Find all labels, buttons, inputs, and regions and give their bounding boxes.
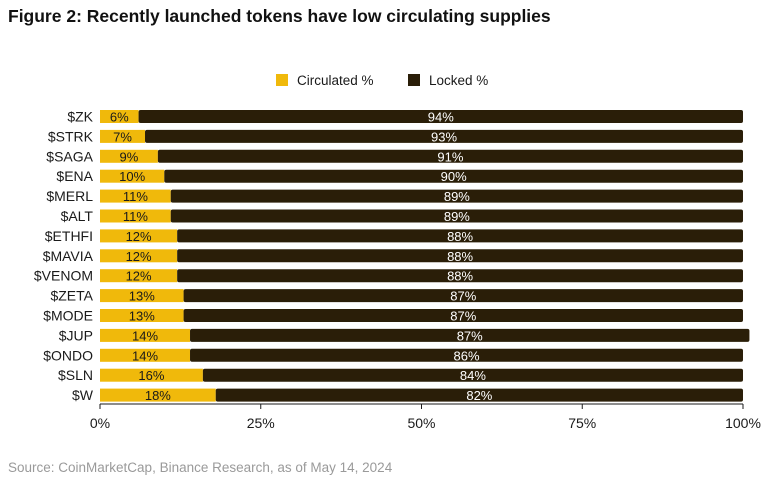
bar-locked [177,229,743,243]
data-label-locked: 94% [428,110,454,125]
data-label-locked: 87% [457,328,483,343]
data-label-circulated: 9% [120,149,139,164]
bar-locked [183,289,744,303]
bar-locked [177,269,743,283]
legend-circulated-label: Circulated % [297,73,374,88]
bar-circulated [100,229,178,243]
legend-locked-swatch [408,74,420,86]
source-note: Source: CoinMarketCap, Binance Research,… [8,460,393,475]
bar-locked [164,169,744,183]
category-label: $ALT [61,208,94,224]
data-label-circulated: 7% [113,129,132,144]
bar-circulated [100,209,171,223]
bar-circulated [100,388,216,402]
data-label-circulated: 12% [126,269,152,284]
bar-circulated [100,110,139,123]
category-label: $W [72,387,94,403]
bar-locked [145,129,743,143]
x-tick-label: 0% [90,415,110,431]
category-label: $VENOM [34,268,93,284]
data-label-circulated: 11% [123,189,148,204]
bar-locked [177,249,743,263]
data-label-locked: 93% [431,129,457,144]
bar-locked [202,368,743,382]
data-label-locked: 82% [466,388,492,403]
bar-circulated [100,269,178,283]
x-tick-label: 75% [568,415,596,431]
data-label-locked: 89% [444,209,470,224]
data-label-locked: 91% [437,149,463,164]
data-label-locked: 84% [460,368,486,383]
bar-circulated [100,149,158,163]
data-label-circulated: 11% [123,209,148,224]
bar-circulated [100,249,178,263]
category-label: $ENA [56,168,93,184]
category-label: $MERL [46,188,93,204]
legend-circulated-swatch [276,74,288,86]
category-label: $ZETA [50,288,93,304]
category-label: $ONDO [43,347,93,363]
legend-locked-label: Locked % [429,73,488,88]
category-label: $JUP [59,327,93,343]
bar-locked [190,328,750,342]
data-label-circulated: 16% [138,368,164,383]
data-label-locked: 87% [450,289,476,304]
data-label-locked: 90% [441,169,467,184]
category-label: $STRK [48,128,94,144]
data-label-circulated: 6% [110,110,129,125]
bar-locked [157,149,743,163]
category-label: $MODE [43,308,93,324]
bar-locked [190,348,743,362]
category-label: $MAVIA [43,248,94,264]
data-label-locked: 86% [453,348,479,363]
bar-locked [170,209,744,223]
bar-circulated [100,169,165,183]
bar-locked [138,110,743,123]
bar-circulated [100,348,191,362]
bar-circulated [100,189,171,203]
x-tick-label: 25% [247,415,275,431]
bar-circulated [100,368,203,382]
bar-locked [215,388,744,402]
data-label-circulated: 10% [119,169,145,184]
bar-circulated [100,309,184,322]
data-label-locked: 88% [447,249,473,264]
data-label-circulated: 12% [126,229,152,244]
data-label-circulated: 14% [132,328,158,343]
data-label-circulated: 13% [129,289,155,304]
data-label-circulated: 13% [129,309,155,324]
bar-locked [170,189,744,203]
data-label-locked: 88% [447,229,473,244]
data-label-locked: 88% [447,269,473,284]
bar-circulated [100,328,191,342]
data-label-circulated: 18% [145,388,171,403]
bar-locked [183,309,744,322]
stacked-bar-chart: Circulated % Locked % $ZK 6% 94% $STRK 7% 93% $S… [34,73,761,431]
chart-title: Figure 2: Recently launched tokens have … [8,6,551,26]
x-tick-label: 100% [725,415,761,431]
x-tick-label: 50% [407,415,435,431]
category-label: $SLN [58,367,93,383]
category-label: $ETHFI [45,228,93,244]
category-label: $ZK [67,109,93,125]
category-label: $SAGA [46,148,93,164]
data-label-circulated: 14% [132,348,158,363]
data-label-locked: 87% [450,309,476,324]
data-label-circulated: 12% [126,249,152,264]
bar-circulated [100,129,146,143]
data-label-locked: 89% [444,189,470,204]
bar-circulated [100,289,184,303]
